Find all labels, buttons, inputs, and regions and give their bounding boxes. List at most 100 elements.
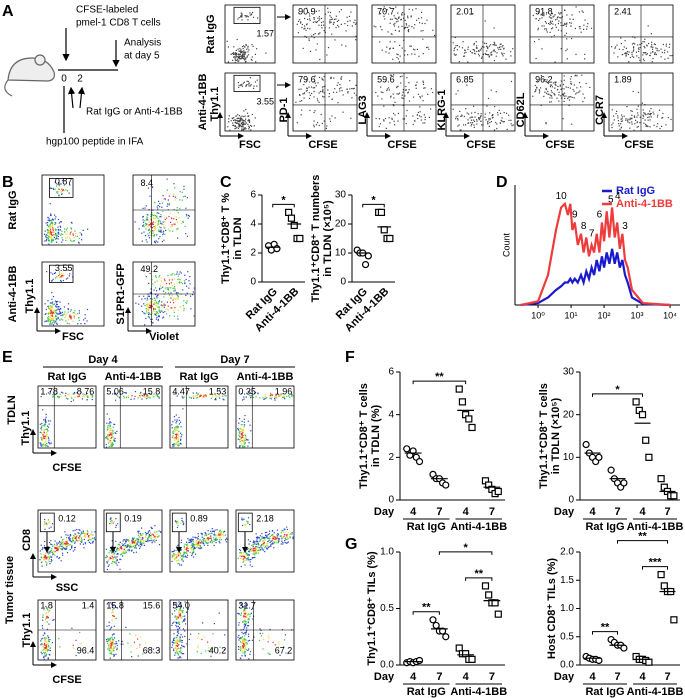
event-dot [193, 543, 194, 544]
event-dot [404, 95, 405, 96]
event-dot [188, 280, 189, 281]
event-dot [176, 292, 177, 293]
event-dot [148, 536, 149, 537]
event-dot [107, 438, 108, 439]
event-dot [237, 61, 238, 62]
event-dot [550, 86, 551, 87]
event-dot [245, 115, 246, 116]
event-dot [315, 33, 316, 34]
event-dot [242, 57, 243, 58]
event-dot [178, 560, 179, 561]
event-dot [408, 31, 409, 32]
event-dot [152, 306, 153, 307]
event-dot [186, 553, 187, 554]
event-dot [281, 541, 282, 542]
event-dot [81, 541, 82, 542]
event-dot [248, 648, 249, 649]
event-dot [644, 60, 645, 61]
event-dot [393, 97, 394, 98]
event-dot [494, 50, 495, 51]
event-dot [653, 113, 654, 114]
event-dot [178, 435, 179, 436]
event-dot [239, 17, 240, 18]
event-dot [422, 123, 423, 124]
event-dot [388, 53, 389, 54]
axis-label: CFSE [545, 139, 574, 151]
event-dot [58, 638, 59, 639]
flow-value: 8.4 [140, 178, 153, 188]
row-label: Anti-4-1BB [197, 74, 209, 131]
event-dot [586, 29, 587, 30]
event-dot [637, 121, 638, 122]
event-dot [82, 533, 83, 534]
event-dot [636, 55, 637, 56]
event-dot [67, 228, 68, 229]
event-dot [254, 541, 255, 542]
event-dot [289, 397, 290, 398]
event-dot [510, 55, 511, 56]
event-dot [52, 546, 53, 547]
event-dot [179, 282, 180, 283]
event-dot [111, 550, 112, 551]
event-dot [203, 542, 204, 543]
event-dot [397, 86, 398, 87]
event-dot [176, 437, 177, 438]
event-dot [56, 235, 57, 236]
event-dot [178, 443, 179, 444]
event-dot [188, 288, 189, 289]
event-dot [646, 54, 647, 55]
event-dot [156, 221, 157, 222]
event-dot [47, 524, 48, 525]
event-dot [224, 634, 225, 635]
event-dot [174, 445, 175, 446]
event-dot [547, 91, 548, 92]
event-dot [579, 11, 580, 12]
event-dot [87, 309, 88, 310]
event-dot [383, 106, 384, 107]
event-dot [141, 399, 142, 400]
event-dot [374, 26, 375, 27]
event-dot [632, 43, 633, 44]
event-dot [496, 123, 497, 124]
event-dot [207, 540, 208, 541]
event-dot [176, 637, 177, 638]
event-dot [333, 22, 334, 23]
event-dot [113, 561, 114, 562]
event-dot [414, 54, 415, 55]
event-dot [168, 292, 169, 293]
event-dot [657, 115, 658, 116]
event-dot [389, 122, 390, 123]
event-dot [174, 224, 175, 225]
event-dot [118, 640, 119, 641]
event-dot [479, 55, 480, 56]
event-dot [69, 193, 70, 194]
event-dot [626, 106, 627, 107]
event-dot [146, 312, 147, 313]
event-dot [152, 313, 153, 314]
event-dot [394, 25, 395, 26]
event-dot [246, 649, 247, 650]
event-dot [633, 57, 634, 58]
event-dot [164, 198, 165, 199]
event-dot [249, 559, 250, 560]
event-dot [283, 532, 284, 533]
event-dot [149, 540, 150, 541]
event-dot [182, 621, 183, 622]
event-dot [113, 654, 114, 655]
event-dot [74, 310, 75, 311]
event-dot [156, 234, 157, 235]
event-dot [106, 639, 107, 640]
event-dot [150, 301, 151, 302]
event-dot [161, 288, 162, 289]
event-dot [154, 226, 155, 227]
event-dot [574, 97, 575, 98]
column-header: Rat IgG [47, 371, 86, 383]
event-dot [67, 237, 68, 238]
event-dot [331, 19, 332, 20]
event-dot [247, 47, 248, 48]
event-dot [140, 533, 141, 534]
event-dot [538, 20, 539, 21]
event-dot [394, 124, 395, 125]
event-dot [570, 78, 571, 79]
event-dot [289, 534, 290, 535]
